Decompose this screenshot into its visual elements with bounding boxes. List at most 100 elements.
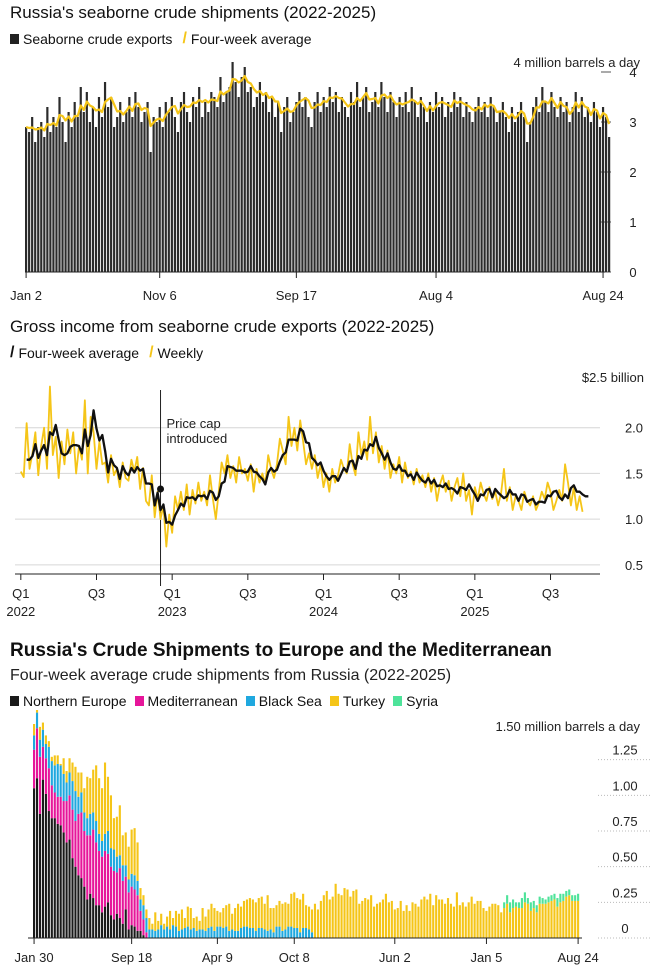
- black-sea-bar: [287, 926, 290, 938]
- northern-europe-bar: [41, 779, 44, 938]
- turkey-bar: [417, 906, 420, 938]
- northern-europe-bar: [133, 926, 136, 938]
- black-sea-bar: [183, 928, 186, 938]
- syria-bar: [544, 899, 547, 904]
- export-bar: [495, 122, 498, 272]
- black-sea-bar: [142, 905, 145, 920]
- black-sea-bar: [219, 926, 222, 938]
- legend-label: Four-week average: [18, 345, 140, 361]
- black-sea-bar: [38, 739, 42, 757]
- black-sea-bar: [207, 928, 210, 938]
- turkey-bar: [523, 902, 526, 938]
- export-bar: [167, 112, 170, 272]
- mediterranean-bar: [47, 768, 50, 812]
- turkey-bar: [296, 898, 299, 929]
- export-bar: [583, 117, 586, 272]
- x-tick-label: Sep 17: [276, 288, 317, 303]
- mediterranean-bar: [112, 870, 115, 920]
- turkey-bar: [38, 726, 42, 740]
- black-sea-bar: [245, 926, 249, 938]
- black-sea-bar: [293, 928, 296, 938]
- export-bar: [374, 92, 377, 272]
- turkey-bar: [476, 900, 479, 938]
- black-sea-bar: [35, 712, 39, 729]
- export-bar: [164, 102, 167, 272]
- mediterranean-bar: [74, 821, 77, 867]
- turkey-bar: [352, 890, 355, 938]
- black-sea-bar: [83, 812, 86, 831]
- export-bar: [577, 112, 580, 272]
- export-bar: [161, 127, 164, 272]
- export-bar: [155, 122, 158, 272]
- legend-swatch-icon: [245, 696, 255, 706]
- legend-swatch-icon: [10, 696, 19, 706]
- export-bar: [304, 97, 307, 272]
- turkey-bar: [500, 912, 503, 938]
- turkey-bar: [127, 846, 130, 880]
- export-bar: [501, 102, 504, 272]
- black-sea-bar: [80, 792, 83, 813]
- mediterranean-bar: [109, 866, 113, 916]
- northern-europe-bar: [95, 905, 98, 938]
- syria-bar: [532, 900, 535, 909]
- legend-label: Seaborne crude exports: [23, 31, 173, 47]
- export-bar: [170, 97, 173, 272]
- legend-label: Black Sea: [258, 693, 322, 709]
- export-bar: [395, 117, 398, 272]
- turkey-bar: [163, 923, 166, 930]
- turkey-bar: [33, 724, 36, 736]
- northern-europe-bar: [59, 825, 62, 938]
- export-bar: [82, 112, 85, 272]
- y-tick-label: 0.25: [612, 885, 637, 900]
- turkey-bar: [355, 889, 358, 938]
- export-bar: [565, 102, 568, 272]
- northern-europe-bar: [89, 893, 92, 938]
- export-bar: [201, 117, 204, 272]
- northern-europe-bar: [98, 905, 101, 938]
- export-bar: [70, 127, 73, 272]
- turkey-bar: [284, 902, 287, 930]
- turkey-bar: [225, 905, 228, 927]
- export-bar: [398, 97, 401, 272]
- mediterranean-bar: [44, 758, 47, 794]
- legend-label: Four-week average: [190, 31, 312, 47]
- turkey-bar: [151, 923, 154, 930]
- export-bar: [516, 112, 520, 272]
- turkey-bar: [503, 908, 506, 938]
- northern-europe-bar: [33, 788, 36, 938]
- turkey-bar: [438, 899, 441, 938]
- y-tick-label: 0: [621, 921, 628, 936]
- turkey-bar: [290, 893, 293, 927]
- black-sea-bar: [251, 928, 254, 938]
- export-bar: [249, 87, 252, 272]
- black-sea-bar: [210, 926, 213, 938]
- northern-europe-bar: [65, 842, 68, 938]
- turkey-bar: [195, 916, 198, 931]
- black-sea-bar: [59, 765, 62, 797]
- northern-europe-bar: [103, 906, 107, 938]
- turkey-bar: [373, 906, 376, 938]
- export-bar: [234, 82, 237, 272]
- mediterranean-bar: [133, 889, 136, 927]
- export-bar: [31, 117, 34, 272]
- black-sea-bar: [160, 925, 163, 938]
- price-cap-annotation: Price cap: [167, 416, 221, 431]
- turkey-bar: [307, 906, 311, 930]
- chart3-legend: Northern Europe Mediterranean Black Sea Tur…: [10, 693, 438, 709]
- black-sea-bar: [166, 926, 169, 938]
- export-bar: [37, 127, 40, 272]
- export-bar: [504, 117, 507, 272]
- turkey-bar: [461, 902, 464, 938]
- export-bar: [422, 107, 425, 272]
- black-sea-bar: [139, 899, 142, 911]
- mediterranean-bar: [77, 813, 80, 876]
- turkey-bar: [148, 918, 151, 930]
- x-tick-label: Apr 9: [202, 950, 233, 965]
- y-tick-label: 3: [629, 115, 636, 130]
- export-bar: [192, 97, 195, 272]
- turkey-bar: [251, 899, 254, 929]
- black-sea-bar: [148, 929, 151, 938]
- unit-label: $2.5 billion: [582, 370, 644, 385]
- x-tick-label: Jan 2: [10, 288, 42, 303]
- export-bar: [580, 97, 583, 272]
